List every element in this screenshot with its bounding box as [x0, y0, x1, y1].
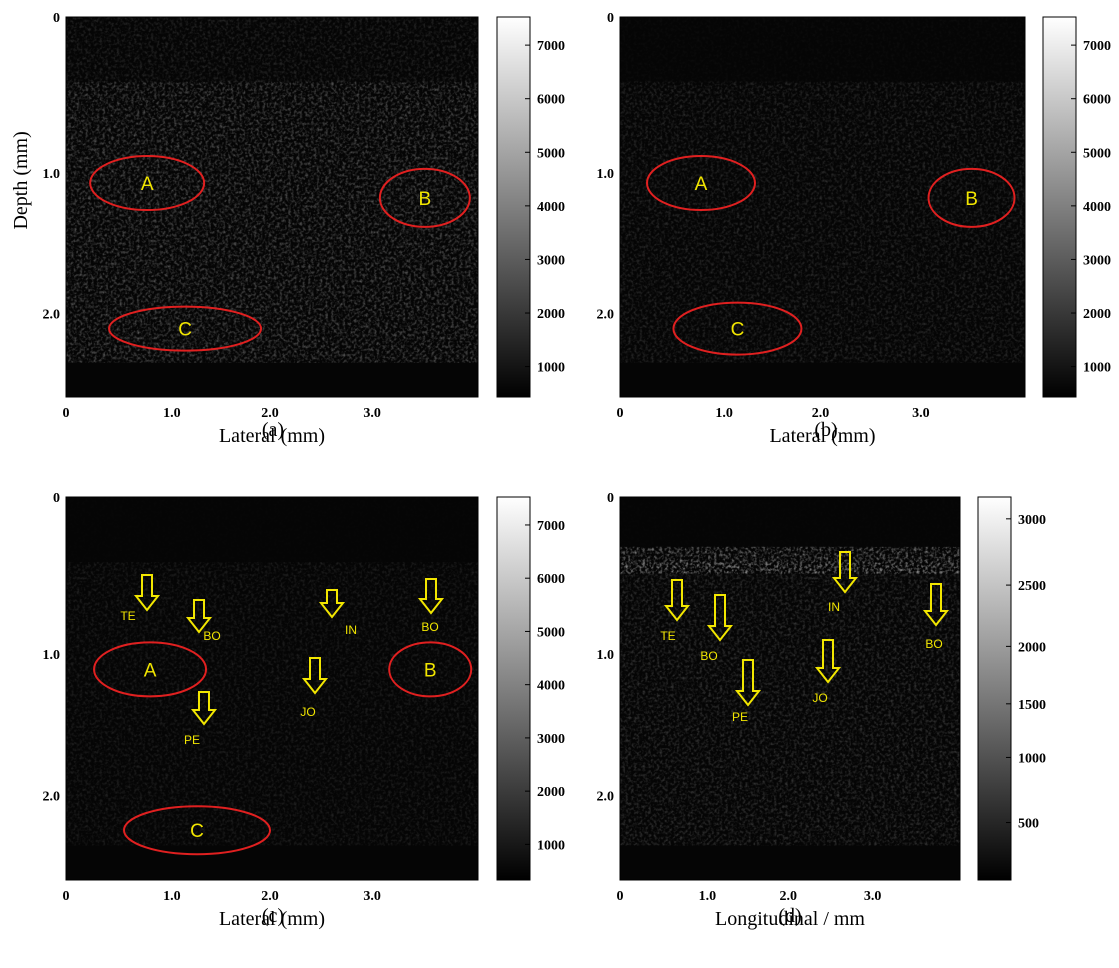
colorbar-tick-label: 2000 — [537, 785, 565, 800]
x-tick-label: 0 — [617, 406, 624, 421]
region-label: B — [965, 189, 978, 210]
x-tick-label: 1.0 — [715, 406, 733, 421]
y-axis-label: Depth (mm) — [10, 131, 32, 229]
image-speckle — [66, 562, 478, 845]
colorbar-tick-label: 4000 — [1083, 200, 1111, 215]
image-top — [66, 497, 478, 562]
colorbar-tick-label: 5000 — [1083, 146, 1111, 161]
arrow-label: BO — [203, 629, 220, 643]
arrow-label: BO — [925, 637, 942, 651]
arrow-label: PE — [184, 733, 200, 747]
arrow-label: IN — [345, 623, 357, 637]
caption: (a) — [262, 419, 284, 441]
x-tick-label: 1.0 — [163, 889, 181, 904]
y-tick-label: 1.0 — [43, 167, 61, 182]
image-top — [620, 17, 1025, 82]
colorbar-tick-label: 2000 — [537, 307, 565, 322]
region-label: B — [419, 189, 432, 210]
colorbar-tick-label: 1000 — [537, 361, 565, 376]
colorbar-tick-label: 7000 — [1083, 39, 1111, 54]
arrow-label: PE — [732, 710, 748, 724]
colorbar-tick-label: 1000 — [537, 838, 565, 853]
region-label: A — [695, 174, 708, 195]
colorbar-tick-label: 7000 — [537, 39, 565, 54]
x-tick-label: 3.0 — [363, 406, 381, 421]
y-tick-label: 2.0 — [597, 307, 615, 322]
colorbar-tick-label: 3000 — [537, 253, 565, 268]
colorbar-tick-label: 6000 — [1083, 93, 1111, 108]
y-tick-label: 0 — [607, 11, 614, 26]
x-tick-label: 2.0 — [780, 889, 798, 904]
arrow-label: BO — [700, 649, 717, 663]
colorbar-tick-label: 1000 — [1083, 361, 1111, 376]
x-tick-label: 0 — [63, 889, 70, 904]
colorbar-tick-label: 3000 — [1018, 513, 1046, 528]
colorbar — [497, 17, 530, 397]
caption: (d) — [778, 905, 801, 927]
image-top — [66, 17, 478, 82]
x-tick-label: 3.0 — [912, 406, 930, 421]
figure: 01.02.03.001.02.0Lateral (mm)Depth (mm)7… — [0, 0, 1119, 968]
colorbar-tick-label: 5000 — [537, 146, 565, 161]
colorbar-tick-label: 6000 — [537, 572, 565, 587]
arrow-label: IN — [828, 600, 840, 614]
arrow-label: JO — [812, 691, 827, 705]
y-tick-label: 0 — [53, 11, 60, 26]
colorbar-tick-label: 6000 — [537, 93, 565, 108]
x-tick-label: 1.0 — [163, 406, 181, 421]
region-label: A — [144, 660, 157, 681]
y-tick-label: 1.0 — [597, 167, 615, 182]
y-tick-label: 2.0 — [43, 790, 61, 805]
colorbar — [1043, 17, 1076, 397]
arrow-label: BO — [421, 620, 438, 634]
x-tick-label: 3.0 — [363, 889, 381, 904]
caption: (b) — [814, 419, 837, 441]
y-tick-label: 0 — [607, 491, 614, 506]
arrow-label: JO — [300, 705, 315, 719]
y-tick-label: 0 — [53, 491, 60, 506]
arrow-label: TE — [120, 609, 135, 623]
panel: 01.02.03.001.02.0Lateral (mm)Depth (mm)7… — [10, 11, 565, 447]
region-label: A — [141, 174, 154, 195]
x-tick-label: 1.0 — [699, 889, 717, 904]
colorbar-tick-label: 7000 — [537, 519, 565, 534]
colorbar-tick-label: 2500 — [1018, 579, 1046, 594]
image-band — [620, 547, 960, 574]
image-speckle — [620, 82, 1025, 363]
page: {"panels": [ {"caption": "(a)", "x_label… — [0, 0, 1119, 968]
colorbar-tick-label: 2000 — [1018, 640, 1046, 655]
y-tick-label: 2.0 — [43, 307, 61, 322]
colorbar-tick-label: 3000 — [1083, 253, 1111, 268]
x-tick-label: 2.0 — [261, 889, 279, 904]
caption: (c) — [262, 905, 284, 927]
y-tick-label: 1.0 — [43, 648, 61, 663]
x-tick-label: 3.0 — [864, 889, 882, 904]
colorbar-tick-label: 2000 — [1083, 307, 1111, 322]
x-tick-label: 0 — [63, 406, 70, 421]
arrow-label: TE — [660, 629, 675, 643]
colorbar-tick-label: 4000 — [537, 679, 565, 694]
y-tick-label: 1.0 — [597, 648, 615, 663]
colorbar-tick-label: 1000 — [1018, 751, 1046, 766]
region-label: C — [731, 320, 745, 341]
colorbar-tick-label: 4000 — [537, 200, 565, 215]
image-speckle — [66, 82, 478, 363]
region-label: C — [190, 821, 204, 842]
colorbar-tick-label: 5000 — [537, 625, 565, 640]
colorbar-tick-label: 500 — [1018, 817, 1039, 832]
colorbar-tick-label: 1500 — [1018, 698, 1046, 713]
region-label: B — [424, 660, 437, 681]
x-tick-label: 0 — [617, 889, 624, 904]
y-tick-label: 2.0 — [597, 790, 615, 805]
colorbar-tick-label: 3000 — [537, 732, 565, 747]
region-label: C — [178, 320, 192, 341]
colorbar — [497, 497, 530, 880]
